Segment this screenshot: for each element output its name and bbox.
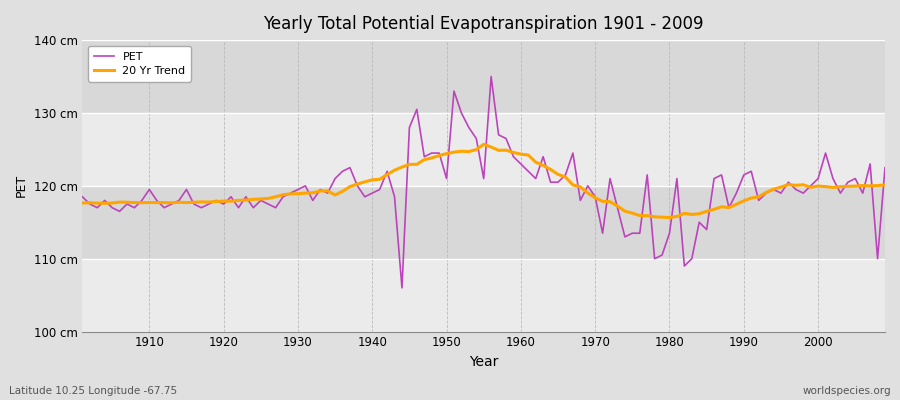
PET [879,165,890,170]
20 Yr Trend [300,191,310,196]
Bar [83,186,885,259]
PET [137,198,148,203]
20 Yr Trend [137,200,148,205]
Bar [83,259,885,332]
Bar [83,113,885,186]
PET [397,286,408,290]
20 Yr Trend [478,142,489,147]
PET [523,169,534,174]
20 Yr Trend [77,200,88,205]
20 Yr Trend [879,182,890,187]
Legend: PET, 20 Yr Trend: PET, 20 Yr Trend [88,46,191,82]
Text: Latitude 10.25 Longitude -67.75: Latitude 10.25 Longitude -67.75 [9,386,177,396]
20 Yr Trend [664,215,675,220]
Line: 20 Yr Trend: 20 Yr Trend [83,144,885,218]
X-axis label: Year: Year [469,355,499,369]
PET [345,165,356,170]
PET [77,194,88,199]
20 Yr Trend [612,204,623,208]
Bar [83,40,885,113]
PET [300,184,310,188]
20 Yr Trend [516,152,526,156]
20 Yr Trend [523,153,534,158]
Text: worldspecies.org: worldspecies.org [803,386,891,396]
Line: PET: PET [83,76,885,288]
20 Yr Trend [345,184,356,189]
Title: Yearly Total Potential Evapotranspiration 1901 - 2009: Yearly Total Potential Evapotranspiratio… [264,15,704,33]
PET [530,176,541,181]
Y-axis label: PET: PET [15,174,28,198]
PET [486,74,497,79]
PET [619,234,630,239]
